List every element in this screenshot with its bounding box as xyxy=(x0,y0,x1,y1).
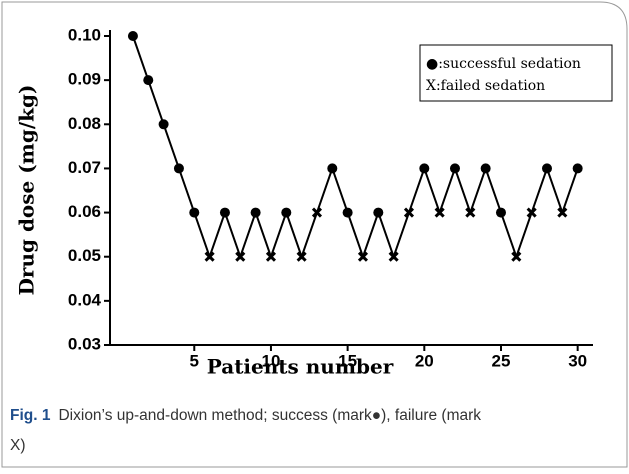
y-tick-label: 0.05 xyxy=(68,246,101,265)
success-marker xyxy=(541,163,552,174)
data-line xyxy=(131,35,579,260)
failed-marker xyxy=(526,207,537,218)
failed-marker xyxy=(204,251,215,262)
success-marker xyxy=(449,163,460,174)
y-tick-label: 0.09 xyxy=(68,70,101,89)
y-tick-label: 0.06 xyxy=(68,202,101,221)
success-marker xyxy=(158,119,169,130)
legend-success: ●:successful sedation xyxy=(426,56,581,72)
failed-marker xyxy=(511,251,522,262)
y-tick-label: 0.08 xyxy=(68,114,101,133)
x-tick-label: 25 xyxy=(492,351,511,370)
failed-marker xyxy=(296,251,307,262)
failed-marker xyxy=(403,207,415,218)
legend-failed: X:failed sedation xyxy=(426,78,545,94)
success-marker xyxy=(281,207,292,218)
caption: Fig. 1 Dixion’s up-and-down method; succe… xyxy=(10,407,481,424)
x-tick-label: 5 xyxy=(190,351,199,370)
legend-box xyxy=(419,44,613,102)
x-tick-label: 30 xyxy=(568,351,587,370)
success-marker xyxy=(495,207,506,218)
y-axis-title: Drug dose (mg/kg) xyxy=(15,85,39,296)
success-marker xyxy=(419,163,430,174)
x-tick-label: 15 xyxy=(338,351,357,370)
success-marker xyxy=(143,75,154,86)
caption-text-1: Dixion’s up-and-down method; success (ma… xyxy=(58,407,481,424)
failed-marker xyxy=(434,207,445,218)
success-marker xyxy=(572,163,583,174)
x-axis-title: Patients number xyxy=(207,355,394,379)
success-marker xyxy=(327,163,338,174)
success-marker xyxy=(219,207,230,218)
success-marker xyxy=(480,163,491,174)
y-tick-label: 0.10 xyxy=(68,25,101,44)
x-tick-label: 20 xyxy=(415,351,434,370)
success-marker xyxy=(173,163,184,174)
failed-marker xyxy=(265,251,277,262)
caption-label: Fig. 1 xyxy=(10,407,51,424)
y-tick-label: 0.03 xyxy=(68,334,101,353)
success-marker xyxy=(189,207,200,218)
success-marker xyxy=(342,207,353,218)
success-marker xyxy=(373,207,384,218)
failed-marker xyxy=(311,207,323,218)
failed-marker xyxy=(388,251,399,262)
failed-marker xyxy=(465,207,476,218)
failed-marker xyxy=(357,251,369,262)
y-tick-label: 0.04 xyxy=(68,290,102,309)
y-tick-label: 0.07 xyxy=(68,158,101,177)
failed-marker xyxy=(235,251,246,262)
success-marker xyxy=(250,207,261,218)
success-marker xyxy=(127,31,138,41)
failed-marker xyxy=(557,207,568,218)
x-tick-label: 10 xyxy=(261,351,280,370)
caption-text-2: X) xyxy=(10,437,26,454)
